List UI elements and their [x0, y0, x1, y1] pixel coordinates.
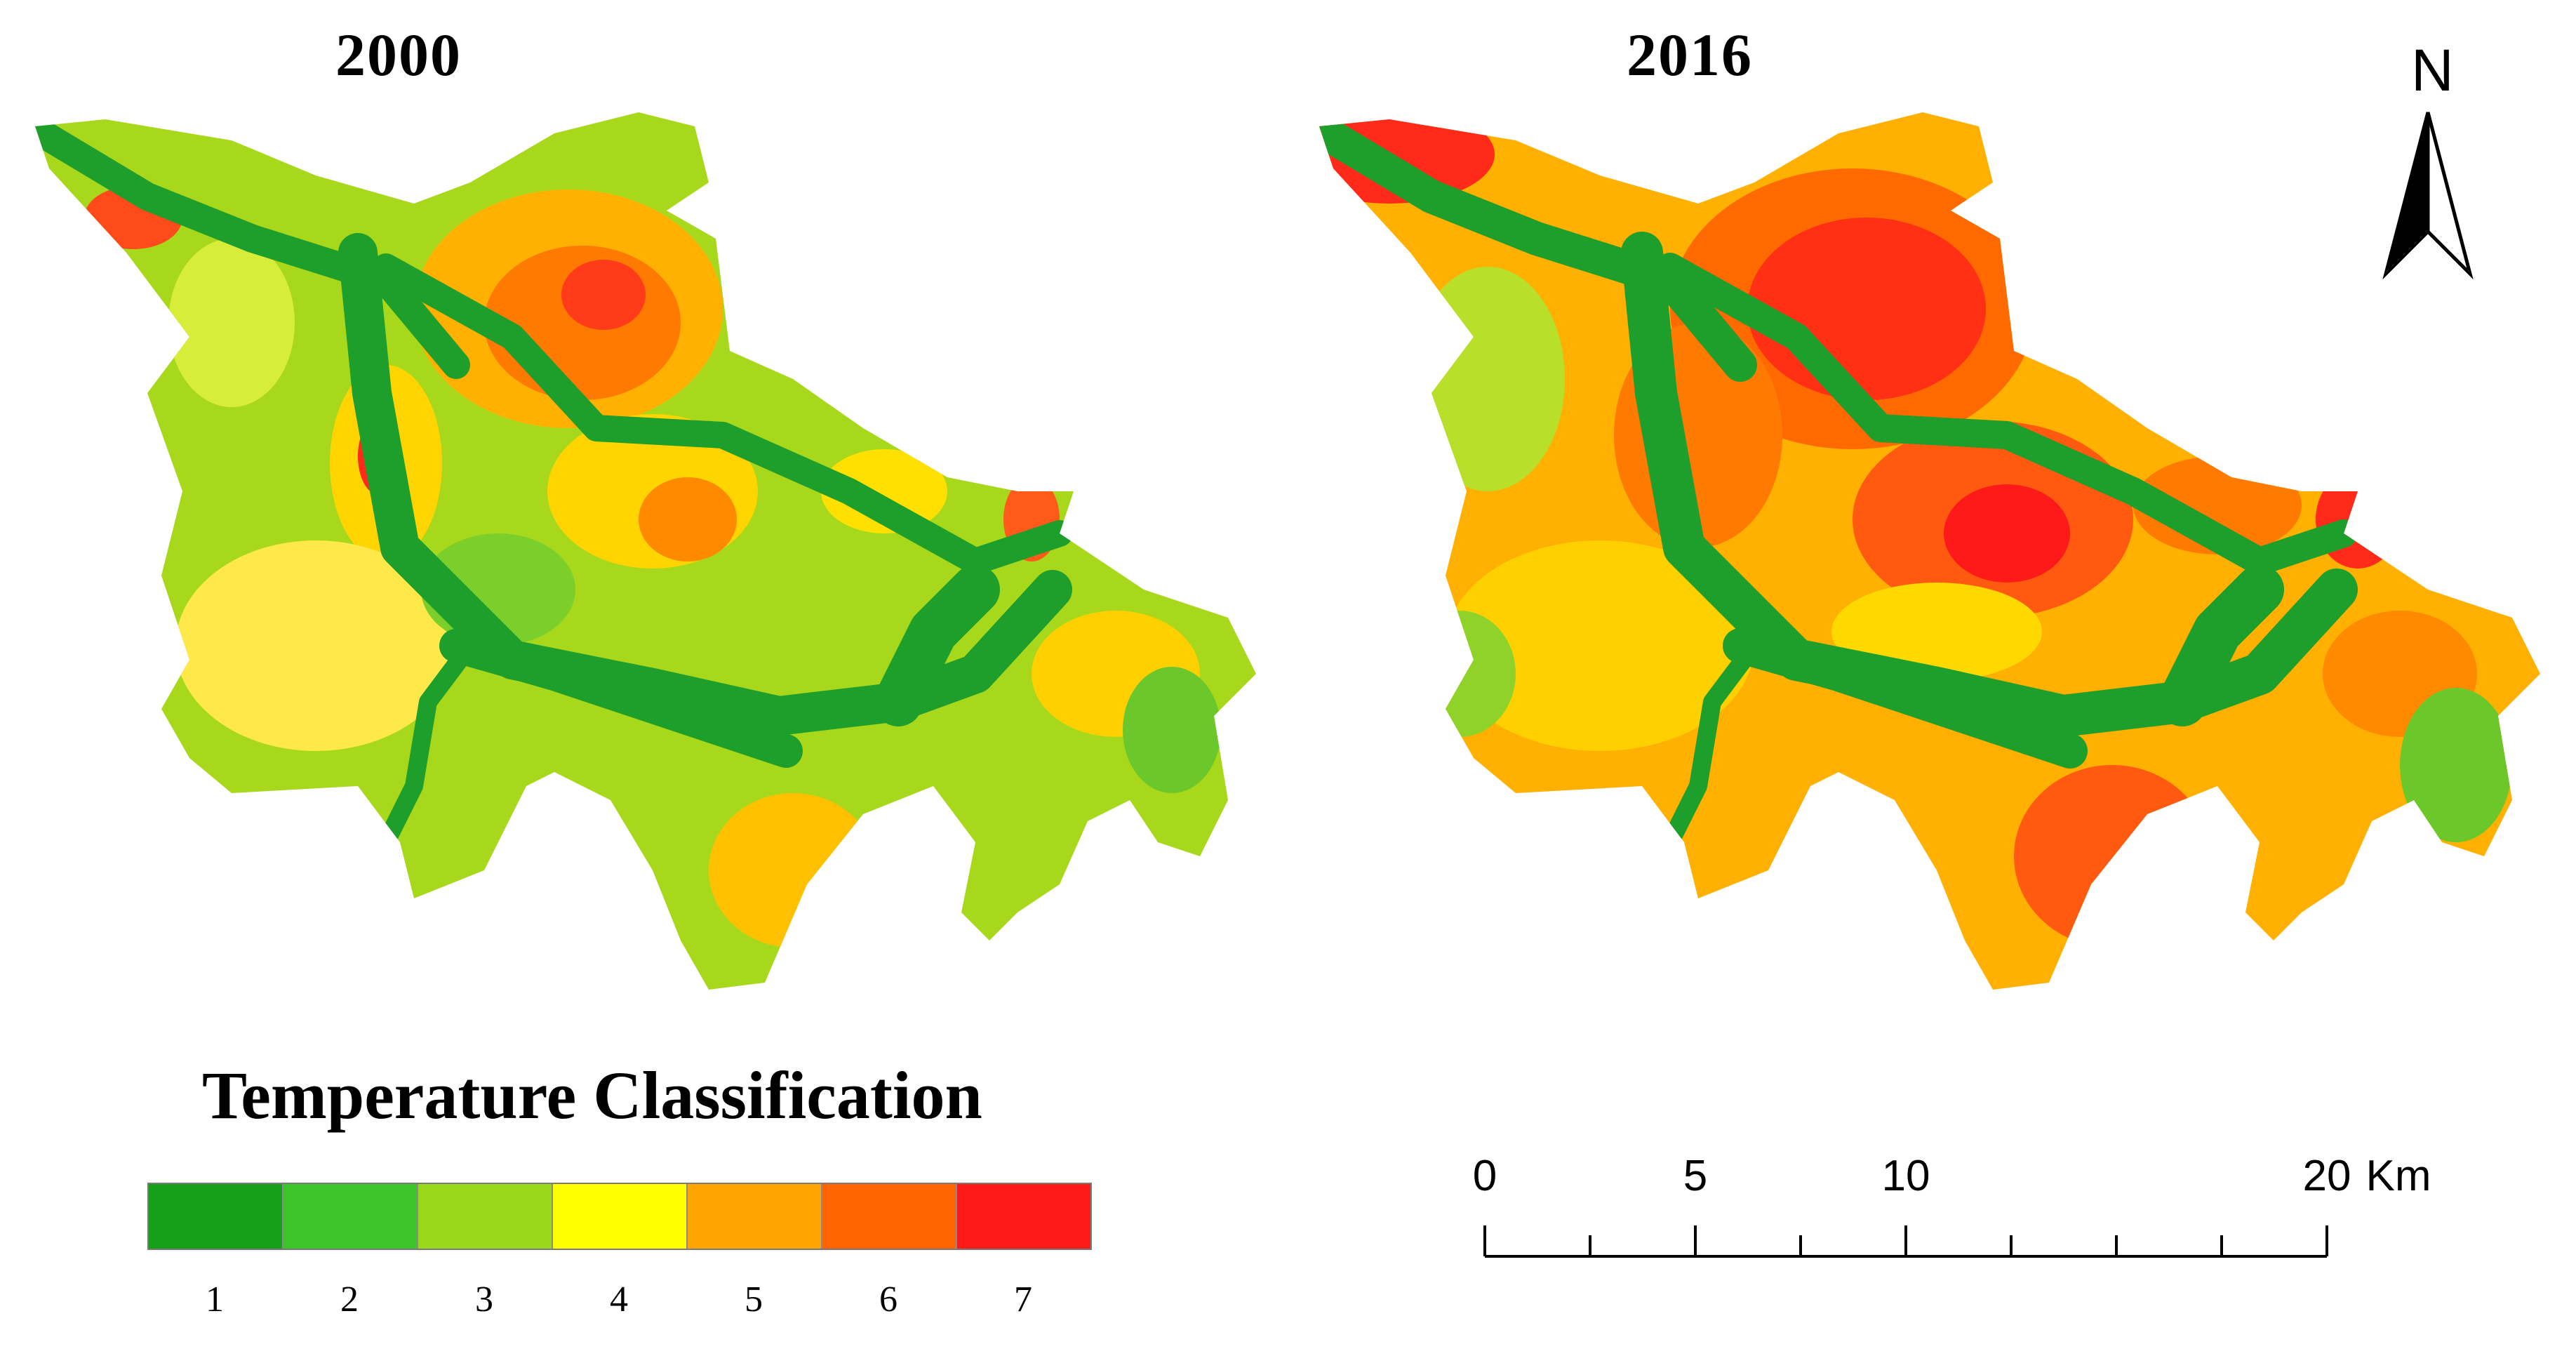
scale-label-0: 0 — [1472, 1152, 1497, 1200]
temperature-patches — [1319, 112, 2512, 948]
legend-label-6: 6 — [879, 1279, 897, 1320]
scale-label-10: 10 — [1881, 1152, 1930, 1200]
legend-swatch-6 — [822, 1184, 957, 1249]
legend-label-2: 2 — [340, 1279, 359, 1320]
legend-swatch-7 — [957, 1184, 1090, 1249]
north-arrow-icon — [2382, 112, 2474, 280]
legend-label-7: 7 — [1014, 1279, 1032, 1320]
legend-label-4: 4 — [610, 1279, 628, 1320]
river-network — [35, 119, 1073, 851]
land-surface-temperature-map-2000 — [35, 112, 1256, 990]
scale-bar — [1483, 1225, 2328, 1258]
legend-color-bar — [147, 1183, 1092, 1250]
north-label: N — [2411, 37, 2454, 103]
map-title-2000: 2000 — [335, 21, 462, 88]
legend-swatch-1 — [149, 1184, 283, 1249]
legend-swatch-3 — [418, 1184, 553, 1249]
legend-swatch-5 — [688, 1184, 822, 1249]
scale-label-5: 5 — [1683, 1152, 1708, 1200]
legend-title: Temperature Classification — [202, 1058, 982, 1133]
river-network — [1319, 117, 2358, 851]
legend-swatch-4 — [553, 1184, 688, 1249]
legend-swatch-2 — [283, 1184, 418, 1249]
legend-label-1: 1 — [206, 1279, 224, 1320]
legend-label-3: 3 — [475, 1279, 493, 1320]
land-surface-temperature-map-2016 — [1319, 112, 2540, 990]
map-title-2016: 2016 — [1627, 21, 1753, 88]
scale-unit: Km — [2365, 1152, 2431, 1200]
scale-label-20: 20 — [2302, 1152, 2351, 1200]
legend-class-labels: 1 2 3 4 5 6 7 — [147, 1279, 1090, 1320]
legend-label-5: 5 — [745, 1279, 763, 1320]
